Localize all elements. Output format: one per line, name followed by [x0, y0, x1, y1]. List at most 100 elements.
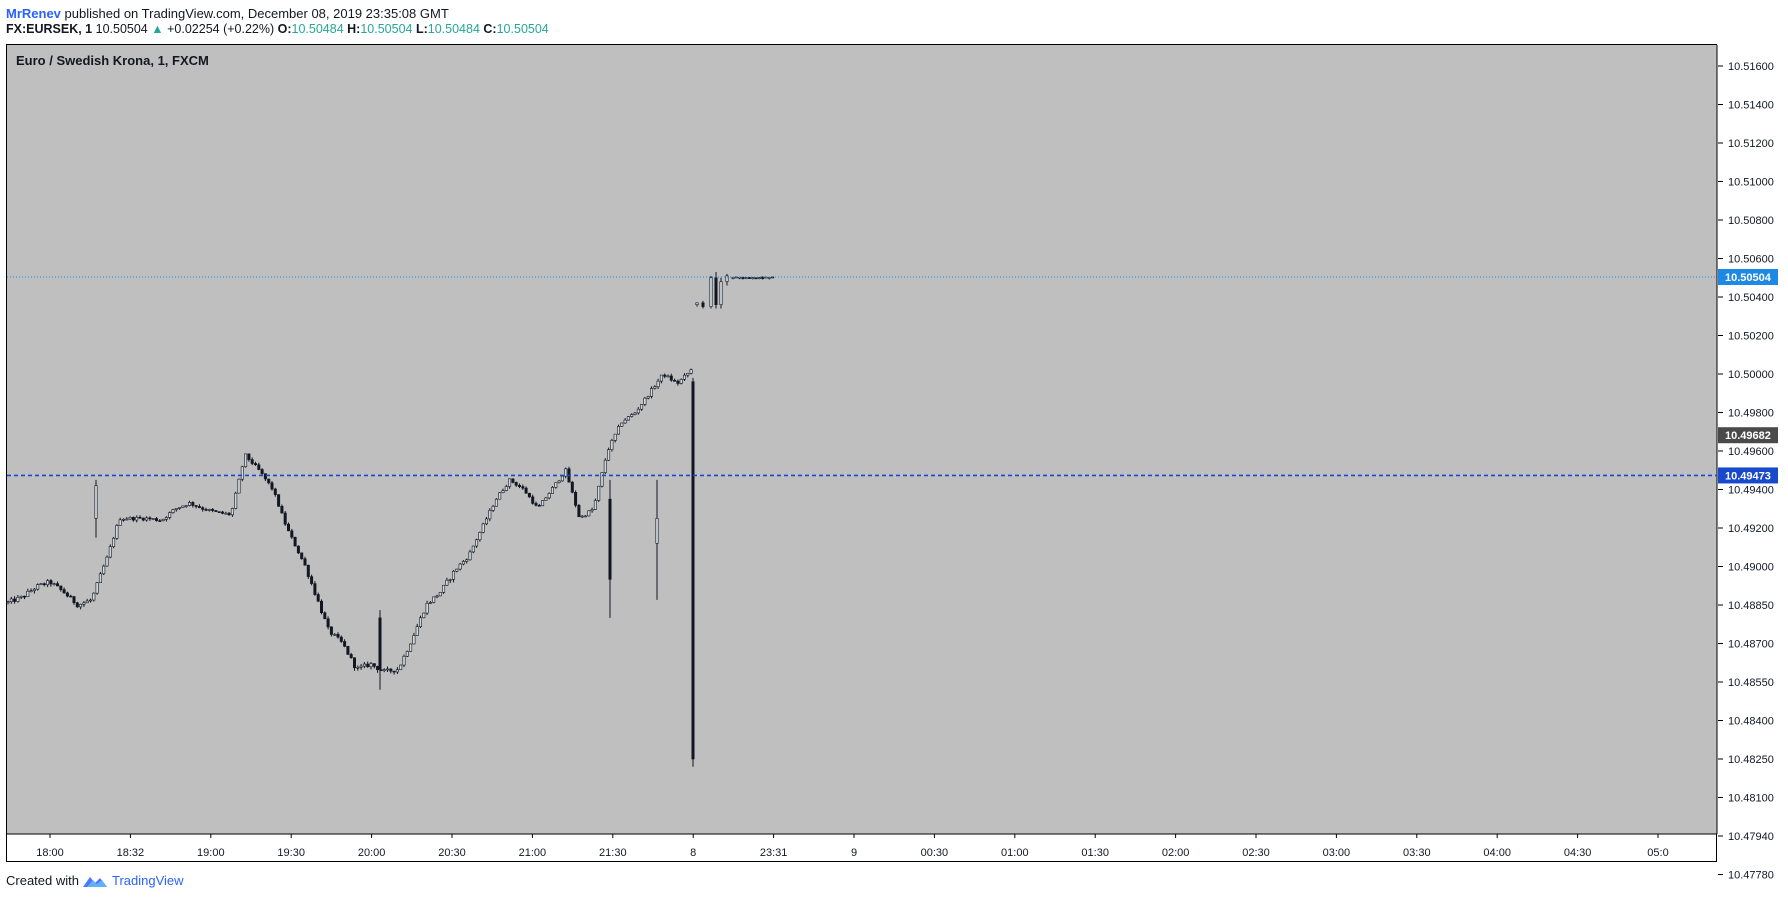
- candle-body: [151, 518, 155, 520]
- candle-body: [267, 478, 271, 484]
- candle-body: [574, 491, 578, 506]
- candle-body: [369, 663, 373, 668]
- y-tick-label: 10.50200: [1728, 331, 1774, 343]
- y-tick-label: 10.50600: [1728, 254, 1774, 266]
- x-tick-label: 23:31: [760, 847, 788, 859]
- candle-body: [564, 468, 568, 477]
- candle-body: [85, 600, 89, 604]
- y-tick-label: 10.48250: [1728, 754, 1774, 766]
- tradingview-logo-icon[interactable]: [82, 874, 108, 888]
- y-tick-label: 10.51600: [1728, 61, 1774, 73]
- candle-body: [468, 551, 472, 561]
- candle-body: [478, 532, 482, 541]
- chart-plot-area[interactable]: [7, 45, 1717, 834]
- candle-body: [616, 426, 620, 435]
- tradingview-link[interactable]: TradingView: [111, 873, 184, 888]
- candle-body: [32, 588, 36, 591]
- candle-body: [761, 276, 765, 279]
- candle-body: [237, 478, 241, 494]
- candle-body: [751, 277, 755, 280]
- candle-body: [82, 602, 86, 605]
- candle-body: [418, 617, 422, 627]
- candle-body: [649, 388, 653, 397]
- candle-body: [471, 545, 475, 553]
- x-tick-label: 02:30: [1242, 847, 1270, 859]
- candle-body: [280, 506, 284, 514]
- candle-body: [719, 281, 723, 306]
- candle-body: [336, 633, 340, 638]
- candle-body: [59, 585, 63, 590]
- candle-body: [442, 584, 446, 593]
- candle-body: [230, 508, 234, 516]
- candle-body: [234, 492, 238, 509]
- candle-body: [343, 641, 347, 647]
- candle-body: [508, 478, 512, 487]
- candle-body: [455, 568, 459, 572]
- created-with-text: Created with: [6, 873, 79, 888]
- candle-body: [135, 516, 139, 521]
- candle-body: [277, 494, 281, 507]
- candle-body: [597, 485, 601, 501]
- x-tick-label: 01:30: [1081, 847, 1109, 859]
- candle-body: [29, 590, 33, 592]
- candle-body: [6, 601, 10, 604]
- candle-body: [395, 669, 399, 673]
- candle-body: [260, 469, 264, 474]
- candle-body: [689, 369, 693, 374]
- candle-body: [731, 277, 735, 279]
- x-tick-label: 02:00: [1162, 847, 1190, 859]
- candle-body: [389, 668, 393, 672]
- y-tick-label: 10.48700: [1728, 639, 1774, 651]
- candle-body: [118, 519, 122, 526]
- candle-body: [633, 412, 637, 415]
- candle-body: [42, 583, 46, 586]
- candle-body: [673, 380, 677, 382]
- author-link[interactable]: MrRenev: [6, 6, 61, 21]
- candle-body: [145, 517, 149, 521]
- candle-body: [138, 516, 142, 519]
- candle-body: [303, 558, 307, 566]
- candle-body: [385, 668, 389, 671]
- candle-body: [527, 492, 531, 498]
- candle-body: [608, 498, 612, 580]
- y-tick-label: 10.49000: [1728, 562, 1774, 574]
- candle-body: [757, 277, 761, 279]
- candle-body: [92, 592, 96, 601]
- candle-body: [498, 492, 502, 500]
- candle-body: [577, 505, 581, 517]
- candle-body: [98, 573, 102, 584]
- candle-body: [754, 277, 758, 280]
- candle-body: [620, 422, 624, 427]
- candle-body: [62, 589, 66, 594]
- candle-body: [554, 482, 558, 488]
- y-tick-label: 10.51200: [1728, 138, 1774, 150]
- published-text: published on TradingView.com, December 0…: [64, 6, 449, 21]
- candle-body: [557, 480, 561, 483]
- y-tick-label: 10.47780: [1728, 870, 1774, 882]
- candle-body: [537, 504, 541, 507]
- candle-body: [207, 509, 211, 511]
- last-price: 10.50504: [95, 22, 148, 36]
- candle-body: [310, 576, 314, 584]
- x-tick-label: 18:00: [36, 847, 64, 859]
- candle-body: [534, 503, 538, 506]
- x-tick-label: 8: [690, 847, 696, 859]
- candle-body: [217, 511, 221, 513]
- candle-body: [656, 380, 660, 388]
- x-tick-label: 21:00: [519, 847, 547, 859]
- candle-body: [178, 507, 182, 509]
- candle-body: [164, 517, 168, 520]
- candle-body: [188, 502, 192, 506]
- candle-body: [432, 596, 436, 603]
- candle-body: [102, 565, 106, 575]
- candle-body: [273, 488, 277, 495]
- y-tick-label: 10.48400: [1728, 716, 1774, 728]
- candle-body: [590, 509, 594, 512]
- candle-body: [653, 386, 657, 389]
- candle-body: [356, 666, 360, 669]
- candle-body: [402, 655, 406, 666]
- low-value: 10.50484: [427, 22, 480, 36]
- y-tick-label: 10.47940: [1728, 831, 1774, 843]
- candle-body: [55, 583, 59, 587]
